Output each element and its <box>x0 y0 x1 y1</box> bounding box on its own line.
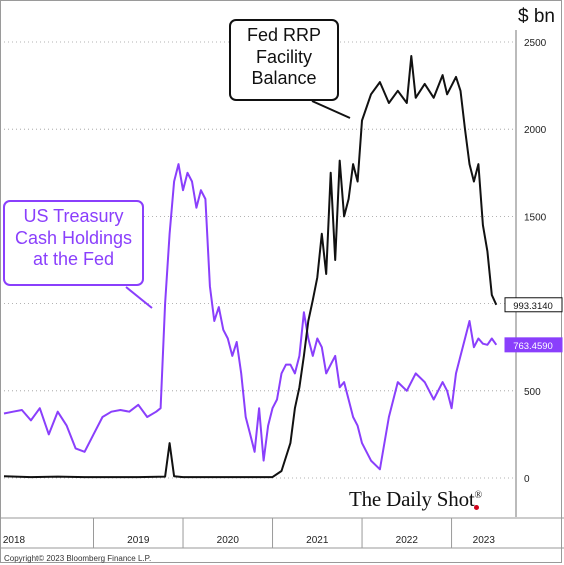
y-tick-label: 0 <box>524 474 530 485</box>
tga-callout-line: Cash Holdings <box>14 227 133 248</box>
brand-name: The Daily Shot <box>349 487 475 511</box>
treasury-last-value-tag <box>504 337 563 353</box>
rrp-callout: Fed RRP Facility Balance <box>229 19 339 101</box>
tga-callout-leader <box>125 286 153 309</box>
series-line-treasury <box>3 163 498 471</box>
y-tick-label: 2000 <box>524 125 547 136</box>
rrp-callout-line: Balance <box>251 68 317 89</box>
rrp-last-value-label: 993.3140 <box>513 301 553 312</box>
tga-callout-line: at the Fed <box>32 249 115 270</box>
y-axis-unit-label: $ bn <box>518 6 555 27</box>
brand-registered-mark: ® <box>474 490 483 501</box>
rrp-callout-leader <box>311 100 351 119</box>
brand-dot <box>474 505 479 510</box>
x-tick-label: 2020 <box>217 535 240 546</box>
x-tick-label: 2018 <box>3 535 26 546</box>
x-tick-label: 2022 <box>396 535 419 546</box>
y-tick-label: 1500 <box>524 212 547 223</box>
brand-logo: The Daily Shot® <box>349 487 482 512</box>
x-tick-label: 2023 <box>473 535 496 546</box>
tga-callout: US Treasury Cash Holdings at the Fed <box>3 200 144 286</box>
rrp-callout-line: Facility <box>255 46 312 67</box>
rrp-callout-line: Fed RRP <box>246 25 322 45</box>
series-line-rrp <box>3 55 498 479</box>
x-tick-label: 2019 <box>127 535 150 546</box>
tga-callout-line: US Treasury <box>23 206 124 226</box>
y-tick-label: 500 <box>524 387 541 398</box>
copyright-text: Copyright© 2023 Bloomberg Finance L.P. <box>4 554 152 563</box>
y-tick-label: 2500 <box>524 38 547 49</box>
treasury-last-value-label: 763.4590 <box>513 341 553 352</box>
rrp-last-value-tag <box>504 297 563 313</box>
x-tick-label: 2021 <box>306 535 329 546</box>
